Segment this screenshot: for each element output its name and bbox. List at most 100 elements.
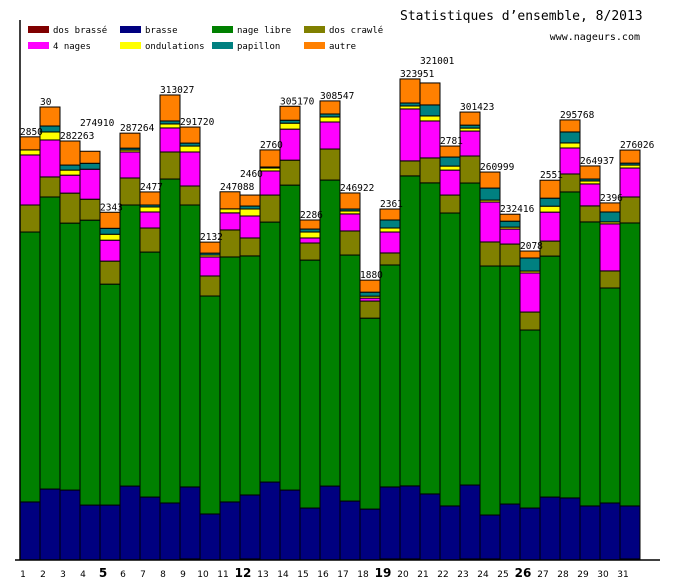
x-axis-ticks: 1 2 3 4 5 6 7 8 9 10 11 12 13 14 15 16 17 18 19 20 21 22 23 24 2…: [20, 566, 629, 580]
total-label-day-19: 2361: [380, 199, 403, 210]
bar-segment-brasse-day-6: [119, 485, 141, 561]
bar-segment-4-nages-day-23: [459, 130, 481, 157]
bar-segment-brasse-day-31: [619, 505, 641, 560]
bar-segment-nage-libre-day-12: [239, 255, 261, 496]
bar-segment-dos-crawlé-day-11: [219, 229, 241, 258]
x-tick-label: 17: [337, 570, 348, 580]
total-label-day-18: 1880: [360, 270, 383, 281]
bar-segment-autre-day-14: [279, 105, 301, 121]
legend-swatch-papillon: [212, 42, 233, 49]
bar-segment-autre-day-1: [19, 136, 41, 151]
total-label-day-5: 2343: [100, 202, 123, 213]
x-tick-label: 7: [140, 570, 146, 580]
total-label-day-12: 2460: [240, 169, 263, 180]
total-label-day-30: 2396: [600, 193, 623, 204]
bar-segment-autre-day-19: [379, 208, 401, 221]
legend-label: nage libre: [237, 26, 291, 36]
bar-segment-autre-day-11: [219, 191, 241, 210]
bar-segment-nage-libre-day-3: [59, 222, 81, 491]
total-label-day-28: 295768: [560, 110, 595, 121]
bar-segment-ondulations-day-19: [379, 227, 401, 233]
bar-segment-ondulations-day-11: [219, 208, 241, 214]
legend-swatch-autre: [304, 42, 325, 49]
bar-segment-dos-crawlé-day-12: [239, 237, 261, 257]
x-tick-label: 25: [497, 570, 508, 580]
bar-segment-dos-crawlé-day-25: [499, 243, 521, 267]
x-tick-label: 12: [235, 566, 252, 580]
bar-segment-dos-crawlé-day-9: [179, 185, 201, 206]
x-tick-label: 18: [357, 570, 369, 580]
bar-segment-dos-crawlé-day-15: [299, 242, 321, 261]
bar-segment-4-nages-day-10: [199, 256, 221, 277]
bar-segment-autre-day-31: [619, 149, 641, 164]
bar-segment-4-nages-day-24: [479, 201, 501, 243]
total-label-day-24: 260999: [480, 162, 515, 173]
bar-segment-autre-day-24: [479, 171, 501, 189]
bar-segment-4-nages-day-30: [599, 223, 621, 272]
bar-segment-4-nages-day-1: [19, 154, 41, 206]
bar-segment-papillon-day-5: [99, 227, 121, 235]
bar-segment-ondulations-day-22: [439, 165, 461, 171]
x-tick-label: 20: [397, 570, 409, 580]
bar-segment-4-nages-day-8: [159, 127, 181, 153]
bar-segment-autre-day-8: [159, 94, 181, 122]
bar-segment-ondulations-day-5: [99, 233, 121, 241]
bar-segment-nage-libre-day-26: [519, 329, 541, 509]
bar-segment-autre-day-7: [139, 191, 161, 206]
bar-segment-nage-libre-day-20: [399, 175, 421, 487]
bar-segment-nage-libre-day-25: [499, 265, 521, 505]
x-tick-label: 26: [515, 566, 532, 580]
total-label-day-23: 301423: [460, 102, 494, 113]
x-tick-label: 21: [417, 570, 428, 580]
bar-segment-dos-crawlé-day-31: [619, 196, 641, 224]
bar-segment-nage-libre-day-16: [319, 179, 341, 487]
total-label-day-13: 2760: [260, 140, 283, 151]
bar-segment-autre-day-21: [419, 82, 441, 106]
bar-segment-dos-crawlé-day-5: [99, 260, 121, 285]
bar-segment-4-nages-day-29: [579, 183, 601, 207]
bar-segment-nage-libre-day-22: [439, 212, 461, 507]
bar-segment-4-nages-day-27: [539, 211, 561, 242]
total-label-day-22: 2781: [440, 136, 463, 147]
bar-segment-ondulations-day-8: [159, 123, 181, 129]
bar-segment-4-nages-day-11: [219, 212, 241, 231]
x-tick-label: 2: [40, 570, 46, 580]
bar-segment-ondulations-day-2: [39, 131, 61, 141]
bar-segment-dos-crawlé-day-28: [559, 173, 581, 193]
bar-segment-brasse-day-28: [559, 497, 581, 561]
bar-segment-brasse-day-3: [59, 489, 81, 561]
x-tick-label: 9: [180, 570, 186, 580]
total-label-day-31: 276026: [620, 140, 655, 151]
bar-segment-nage-libre-day-18: [359, 317, 381, 510]
bar-segment-autre-day-9: [179, 126, 201, 144]
bar-segment-brasse-day-9: [179, 486, 201, 560]
bar-segment-autre-day-25: [499, 213, 521, 222]
legend-swatch-brasse: [120, 26, 141, 33]
x-tick-label: 23: [457, 570, 468, 580]
bar-segment-nage-libre-day-31: [619, 222, 641, 507]
bar-segment-brasse-day-7: [139, 496, 161, 561]
bar-segment-4-nages-day-3: [59, 174, 81, 194]
bar-segment-autre-day-5: [99, 211, 121, 229]
bar-segment-dos-crawlé-day-23: [459, 155, 481, 184]
total-label-day-3: 282263: [60, 131, 94, 142]
bar-segment-nage-libre-day-24: [479, 265, 501, 516]
bar-segment-brasse-day-20: [399, 485, 421, 560]
total-label-day-7: 2477: [140, 182, 163, 193]
bar-segment-4-nages-day-12: [239, 215, 261, 239]
bar-segment-autre-day-20: [399, 78, 421, 104]
x-tick-label: 24: [477, 570, 489, 580]
bar-segment-ondulations-day-1: [19, 149, 41, 156]
bar-segment-brasse-day-18: [359, 508, 381, 561]
bar-segment-dos-crawlé-day-4: [79, 198, 101, 221]
bar-segment-dos-crawlé-day-30: [599, 270, 621, 289]
x-tick-label: 11: [217, 570, 228, 580]
bar-segment-dos-crawlé-day-7: [139, 227, 161, 253]
total-label-day-6: 287264: [120, 123, 155, 134]
total-label-day-15: 2286: [300, 210, 323, 221]
bar-segment-ondulations-day-3: [59, 169, 81, 176]
legend: dos brassé brasse nage libre dos crawlé 4 na…: [28, 25, 383, 52]
bar-segment-brasse-day-14: [279, 489, 301, 561]
total-label-day-20: 323951: [400, 69, 435, 80]
total-label-day-8: 313027: [160, 85, 194, 96]
